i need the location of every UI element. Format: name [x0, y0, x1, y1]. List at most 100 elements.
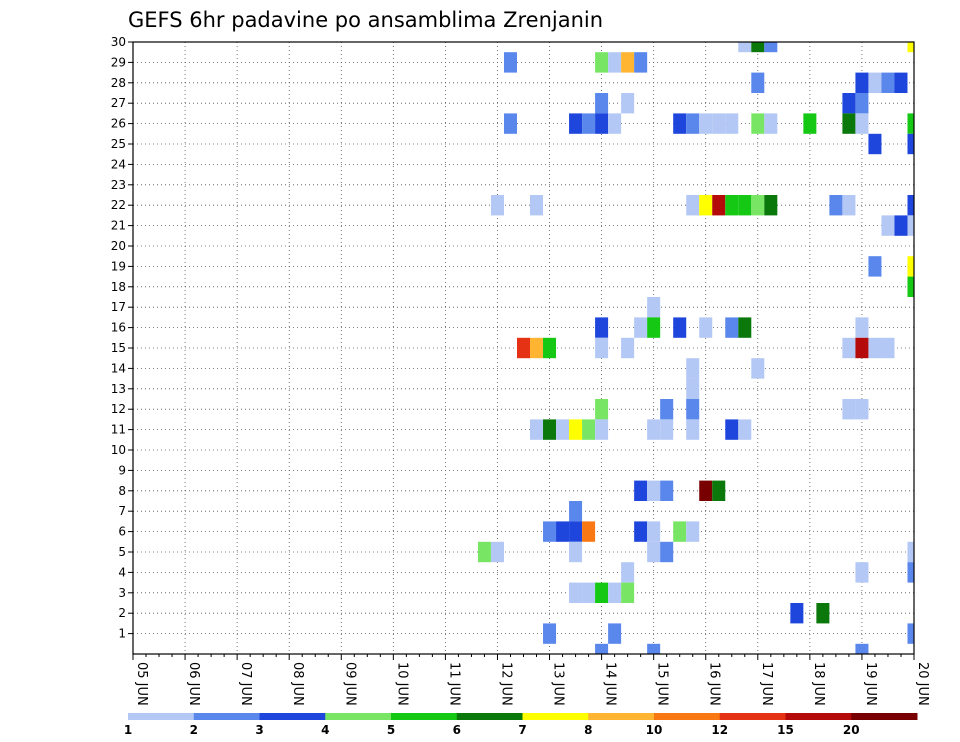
heatmap-cell — [673, 521, 687, 542]
heatmap-cell — [790, 603, 804, 624]
y-tick-label: 10 — [111, 443, 126, 457]
y-tick-label: 26 — [111, 117, 126, 131]
heatmap-cell — [842, 93, 856, 114]
heatmap-cell — [569, 501, 583, 522]
y-tick-label: 21 — [111, 219, 126, 233]
legend-swatch — [785, 713, 852, 720]
heatmap-cell — [764, 195, 778, 216]
heatmap-cell — [712, 480, 726, 501]
heatmap-cell — [569, 113, 583, 134]
heatmap-cell — [686, 195, 700, 216]
heatmap-cell — [634, 52, 648, 73]
heatmap-cell — [907, 195, 914, 216]
heatmap-cell — [530, 419, 544, 440]
heatmap-cell — [738, 317, 752, 338]
x-tick-label: 12 JUN — [498, 662, 513, 706]
y-tick-label: 30 — [111, 35, 126, 49]
heatmap-cell — [503, 113, 517, 134]
heatmap-cell — [868, 72, 882, 93]
heatmap-cell — [543, 623, 557, 644]
heatmap-cell — [907, 623, 914, 644]
heatmap-cell — [595, 419, 609, 440]
heatmap-cell — [595, 337, 609, 359]
heatmap-cell — [907, 256, 914, 277]
heatmap-cell — [490, 195, 504, 216]
heatmap-cell — [725, 195, 739, 216]
heatmap-cell — [582, 582, 596, 603]
heatmap-cell — [881, 215, 895, 236]
heatmap-cell — [686, 378, 700, 399]
heatmap-cell — [907, 133, 914, 155]
heatmap-cell — [647, 297, 661, 318]
heatmap-cell — [881, 72, 895, 93]
y-tick-label: 7 — [118, 504, 126, 518]
heatmap-cell — [686, 399, 700, 420]
y-tick-label: 5 — [118, 545, 126, 559]
x-axis: 05 JUN 06 JUN 07 JUN 08 JUN 09 JUN 10 JUN 11 J… — [132, 654, 930, 706]
y-tick-label: 14 — [111, 361, 126, 375]
legend-swatch — [522, 713, 589, 720]
y-tick-label: 2 — [118, 606, 126, 620]
heatmap-cell — [842, 399, 856, 420]
y-tick-label: 6 — [118, 525, 126, 539]
heatmap-cell — [621, 582, 635, 603]
heatmap-cell — [569, 419, 583, 440]
heatmap-cell — [699, 480, 713, 501]
heatmap-cell — [881, 337, 895, 359]
heatmap-cell — [556, 521, 570, 542]
heatmap-cell — [477, 541, 491, 563]
legend-label: 4 — [321, 723, 329, 737]
heatmap-cell — [738, 42, 752, 53]
y-tick-label: 20 — [111, 239, 126, 253]
x-tick-label: 06 JUN — [186, 662, 201, 706]
heatmap-cell — [751, 72, 765, 93]
legend-label: 20 — [843, 723, 860, 737]
heatmap-cell — [699, 113, 713, 134]
heatmap-cell — [699, 317, 713, 338]
legend-label: 5 — [387, 723, 395, 737]
heatmap-cell — [569, 541, 583, 563]
heatmap-cell — [855, 317, 869, 338]
heatmap-cell — [855, 72, 869, 93]
heatmap-cell — [686, 521, 700, 542]
legend-swatch — [325, 713, 392, 720]
heatmap-cell — [660, 399, 674, 420]
legend-label: 7 — [518, 723, 526, 737]
y-tick-label: 16 — [111, 321, 126, 335]
y-tick-label: 28 — [111, 76, 126, 90]
heatmap-cell — [543, 419, 557, 440]
legend-swatch — [719, 713, 786, 720]
heatmap-cell — [907, 541, 914, 563]
heatmap-cell — [907, 42, 914, 53]
heatmap-cell — [582, 419, 596, 440]
x-tick-label: 14 JUN — [603, 662, 618, 706]
heatmap-cell — [686, 113, 700, 134]
heatmap-cell — [608, 582, 622, 603]
x-tick-label: 08 JUN — [290, 662, 305, 706]
heatmap-cell — [660, 480, 674, 501]
x-tick-label: 09 JUN — [342, 662, 357, 706]
y-tick-label: 29 — [111, 55, 126, 69]
heatmap-cell — [608, 52, 622, 73]
heatmap-cell — [490, 541, 504, 563]
heatmap-cell — [634, 521, 648, 542]
heatmap-cell — [634, 480, 648, 501]
heatmap-cell — [608, 113, 622, 134]
legend-label: 1 — [124, 723, 132, 737]
heatmap-cell — [503, 52, 517, 73]
x-tick-label: 15 JUN — [655, 662, 670, 706]
heatmap-cell — [764, 42, 778, 53]
heatmap-cell — [660, 419, 674, 440]
legend-label: 10 — [646, 723, 663, 737]
heatmap-cell — [751, 195, 765, 216]
heatmap-cell — [855, 399, 869, 420]
y-tick-label: 11 — [111, 423, 126, 437]
heatmap-cell — [855, 93, 869, 114]
heatmap-cell — [699, 195, 713, 216]
heatmap-cell — [647, 521, 661, 542]
heatmap-cell — [556, 419, 570, 440]
x-tick-label: 07 JUN — [238, 662, 253, 706]
y-tick-label: 12 — [111, 402, 126, 416]
legend-swatch — [588, 713, 655, 720]
